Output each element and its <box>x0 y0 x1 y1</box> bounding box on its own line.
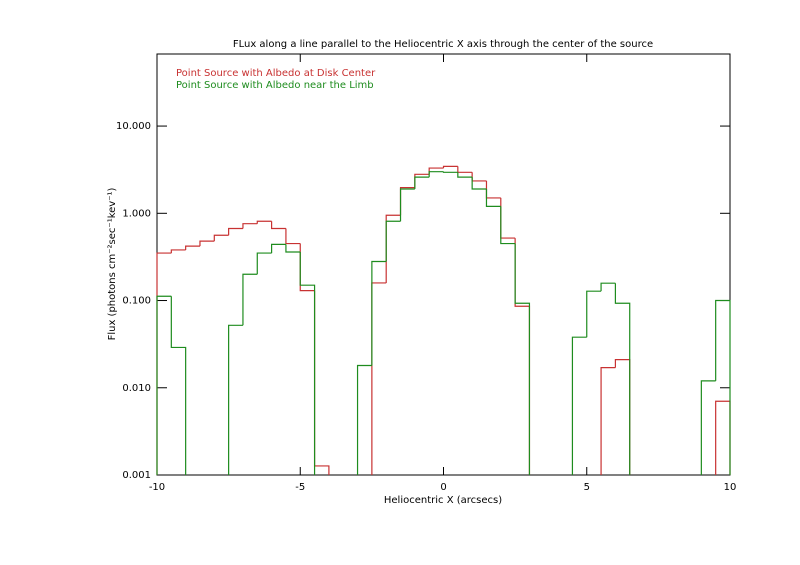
histogram-step <box>385 214 401 283</box>
legend-entry: Point Source with Albedo near the Limb <box>176 80 374 91</box>
histogram-step <box>586 290 602 338</box>
histogram-step <box>371 282 387 475</box>
y-tick-label: 0.010 <box>122 383 151 394</box>
legend-entry: Point Source with Albedo at Disk Center <box>176 68 376 79</box>
histogram-step <box>457 172 473 178</box>
histogram-step <box>156 252 172 475</box>
histogram-step <box>385 220 401 262</box>
histogram-step <box>500 206 516 245</box>
histogram-step <box>457 166 473 173</box>
histogram-step <box>371 260 387 366</box>
x-tick-label: 5 <box>584 482 590 493</box>
histogram-step <box>256 252 272 275</box>
histogram-step <box>242 223 258 229</box>
histogram-step <box>600 282 616 292</box>
histogram-step <box>514 238 531 475</box>
histogram-step <box>428 171 444 178</box>
histogram-step <box>170 296 187 475</box>
histogram-step <box>600 367 616 475</box>
histogram-step <box>170 249 186 254</box>
histogram-step <box>471 172 487 182</box>
histogram-step <box>285 244 301 253</box>
histogram-step <box>715 400 731 475</box>
histogram-step <box>285 228 301 245</box>
y-tick-label: 0.100 <box>122 296 151 307</box>
histogram-step <box>399 188 415 222</box>
histogram-step <box>356 364 372 475</box>
histogram-step <box>414 173 430 188</box>
histogram-step <box>271 221 286 230</box>
histogram-step <box>299 243 315 292</box>
histogram-step <box>442 171 458 173</box>
histogram-step <box>442 165 458 169</box>
histogram-step <box>571 336 587 475</box>
histogram-step <box>271 243 286 254</box>
x-tick-label: 10 <box>724 482 737 493</box>
x-tick-label: -10 <box>149 482 165 493</box>
histogram-step <box>228 324 243 475</box>
histogram-step <box>185 245 200 250</box>
histogram-step <box>299 252 316 475</box>
histogram-step <box>500 197 516 239</box>
y-tick-label: 1.000 <box>122 208 151 219</box>
histogram-step <box>614 359 631 475</box>
histogram-step <box>156 295 172 475</box>
histogram-step <box>199 240 215 247</box>
histogram-step <box>614 283 631 475</box>
histogram-step <box>256 220 272 224</box>
chart-title: FLux along a line parallel to the Helioc… <box>233 39 653 50</box>
x-tick-label: 0 <box>440 482 446 493</box>
histogram-step <box>213 234 229 242</box>
histogram-step <box>228 227 243 236</box>
x-axis-label: Heliocentric X (arcsecs) <box>384 495 502 506</box>
y-tick-label: 0.001 <box>122 470 151 481</box>
histogram-step <box>485 180 501 199</box>
x-tick-label: -5 <box>295 482 305 493</box>
histogram-step <box>414 176 430 189</box>
y-axis-label: Flux (photons cm⁻²sec⁻¹kev⁻¹) <box>107 188 118 341</box>
histogram-step <box>399 187 415 216</box>
histogram-step <box>313 290 330 475</box>
y-tick-label: 10.000 <box>116 121 151 132</box>
histogram-step <box>471 177 487 190</box>
histogram-step <box>700 380 716 475</box>
histogram-step <box>485 188 501 207</box>
histogram-step <box>715 299 731 475</box>
plot-frame <box>156 53 731 476</box>
histogram-step <box>242 273 258 326</box>
histogram-step <box>514 243 531 475</box>
